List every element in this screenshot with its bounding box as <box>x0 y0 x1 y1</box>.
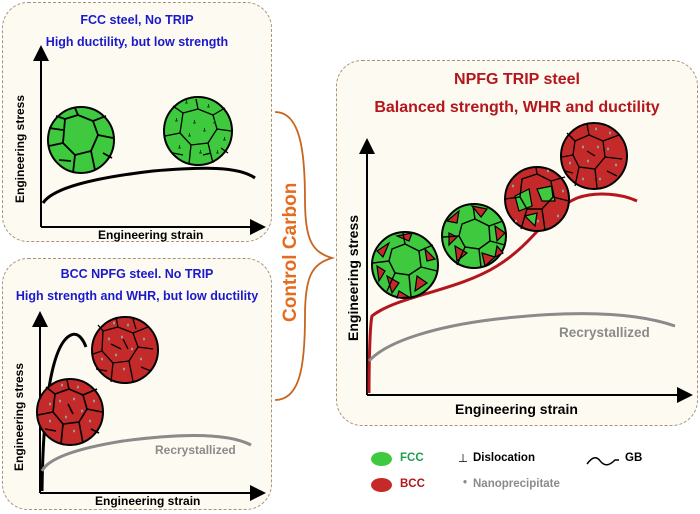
panel-trip-x-label: Engineering strain <box>455 401 578 417</box>
fcc-stress-strain-curve <box>41 166 256 204</box>
panel-bcc-steel: BCC NPFG steel. No TRIP High strength an… <box>2 258 272 510</box>
fcc-grain-circle-deformed <box>163 96 233 166</box>
panel-bcc-y-label: Engineering stress <box>12 362 26 471</box>
panel-fcc-steel: FCC steel, No TRIP High ductility, but l… <box>2 2 272 242</box>
trip-grain-circle-4 <box>560 122 628 190</box>
trip-grain-circle-1 <box>371 231 439 299</box>
panel-trip-subtitle: Balanced strength, WHR and ductility <box>374 99 660 116</box>
control-carbon-brace <box>274 111 336 401</box>
bcc-grain-circle-deformed <box>91 316 159 384</box>
legend-fcc-label: FCC <box>400 452 424 464</box>
control-carbon-label: Control Carbon <box>280 182 301 322</box>
fcc-grain-circle-undeformed <box>47 106 115 174</box>
panel-fcc-chart <box>33 45 266 235</box>
bcc-grain-circle-undeformed <box>36 378 104 446</box>
panel-fcc-x-label: Engineering strain <box>98 228 204 242</box>
trip-stress-strain-curve <box>367 192 638 394</box>
panel-npfg-trip-steel: NPFG TRIP steel Balanced strength, WHR a… <box>336 60 698 426</box>
panel-bcc-subtitle: High strength and WHR, but low ductility <box>15 289 259 303</box>
panel-trip-chart <box>359 122 693 403</box>
legend-fcc-swatch <box>371 452 392 466</box>
panel-trip-y-label: Engineering stress <box>345 214 361 341</box>
panel-trip-title: NPFG TRIP steel <box>454 71 580 88</box>
recrystallized-curve <box>367 312 676 363</box>
legend: FCC BCC ⊥ Dislocation • Nanoprecipitate … <box>345 440 700 510</box>
panel-trip-recrystallized-label: Recrystallized <box>559 325 650 340</box>
panel-fcc-title: FCC steel, No TRIP <box>80 13 194 27</box>
panel-bcc-title: BCC NPFG steel. No TRIP <box>60 267 214 281</box>
panel-bcc-chart <box>32 311 266 501</box>
legend-bcc-label: BCC <box>400 478 425 490</box>
recrystallized-curve <box>40 433 252 472</box>
legend-gb-icon <box>586 457 619 466</box>
legend-dislocation-label: Dislocation <box>473 452 535 464</box>
legend-gb-label: GB <box>625 452 643 464</box>
bcc-stress-strain-curve <box>40 332 88 492</box>
panel-fcc-subtitle: High ductility, but low strength <box>45 35 229 49</box>
legend-nanoprecipitate-label: Nanoprecipitate <box>473 478 560 490</box>
legend-nanoprecipitate-icon: • <box>463 477 468 489</box>
trip-grain-circle-2 <box>441 203 507 269</box>
legend-dislocation-icon: ⊥ <box>458 453 469 465</box>
trip-grain-circle-3 <box>504 166 570 232</box>
legend-bcc-swatch <box>371 478 392 492</box>
panel-bcc-x-label: Engineering strain <box>95 494 201 508</box>
panel-bcc-recrystallized-label: Recrystallized <box>155 443 236 457</box>
